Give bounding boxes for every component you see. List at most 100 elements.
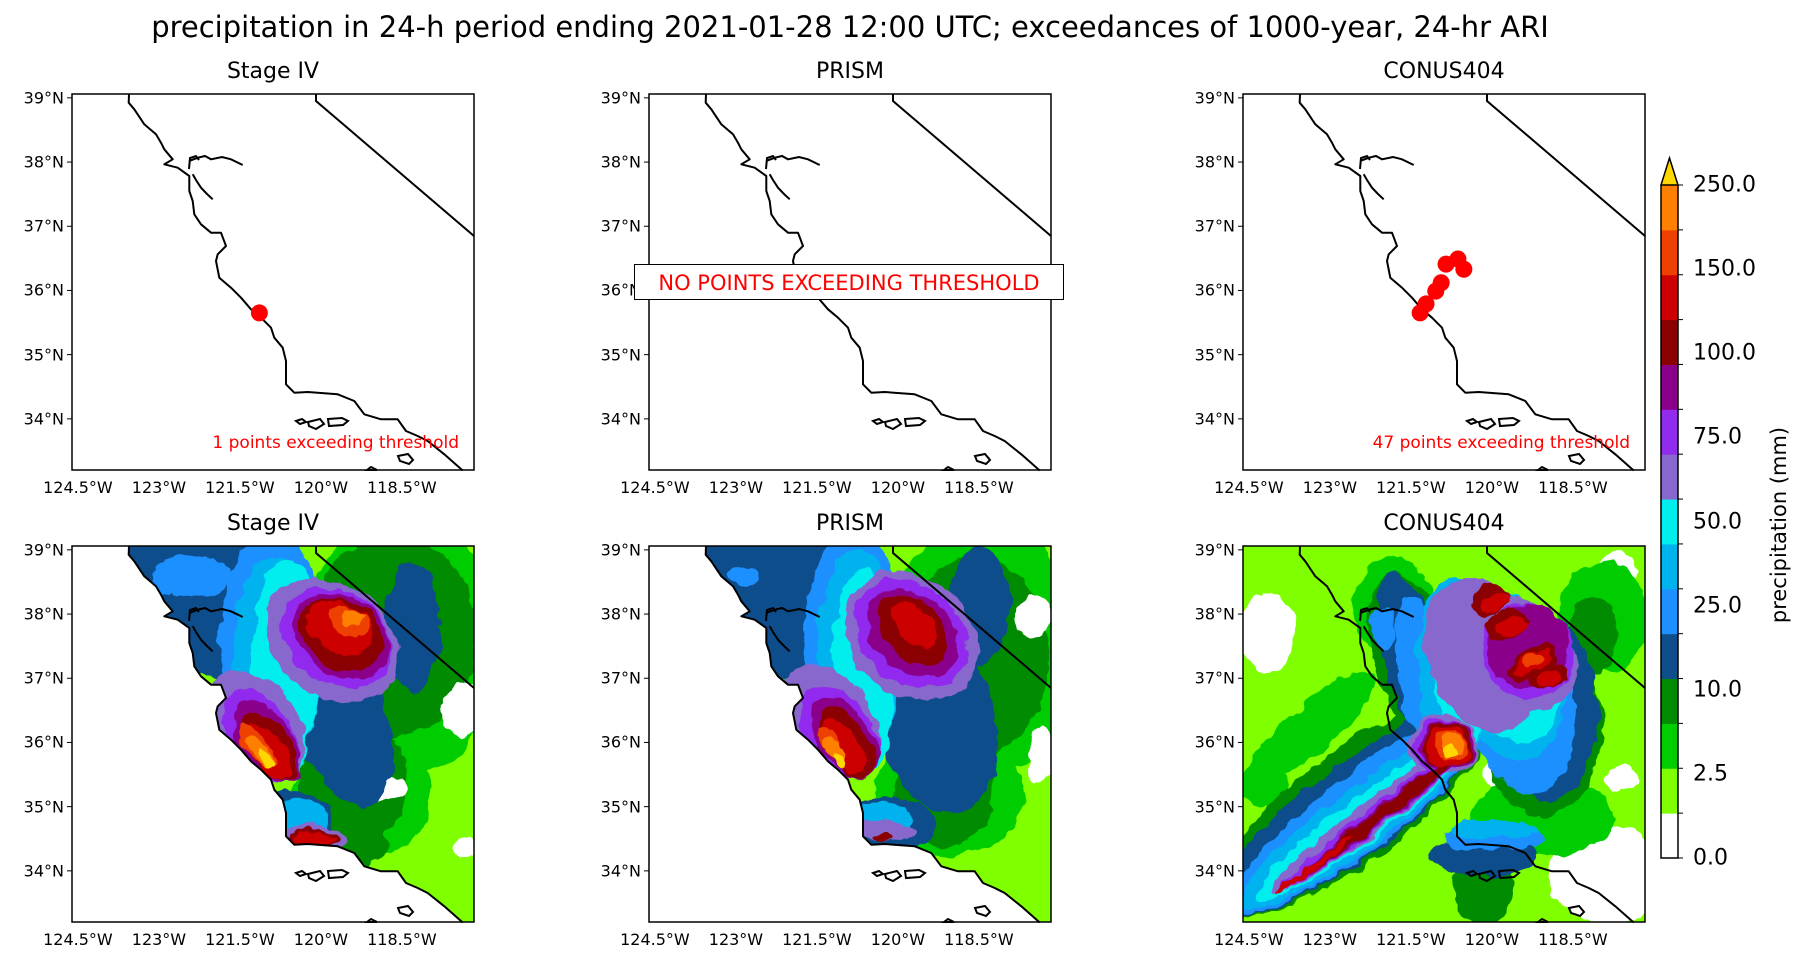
island-outline bbox=[870, 869, 886, 878]
lon-tick-label: 121.5°W bbox=[1376, 930, 1446, 949]
precip-contour bbox=[442, 683, 474, 739]
panel-title: CONUS404 bbox=[1383, 511, 1505, 536]
map-plot bbox=[644, 545, 1052, 924]
colorbar-segment bbox=[1661, 319, 1678, 365]
lat-tick-label: 36°N bbox=[23, 732, 64, 752]
precip-contour bbox=[1272, 835, 1354, 897]
lon-tick-label: 123°W bbox=[708, 930, 764, 949]
lat-tick-label: 34°N bbox=[23, 861, 64, 881]
precip-contour bbox=[1371, 606, 1395, 646]
lat-tick-label: 34°N bbox=[23, 409, 64, 429]
lon-tick-label: 124.5°W bbox=[43, 930, 113, 949]
island-outline bbox=[396, 452, 415, 466]
lat-tick-label: 37°N bbox=[23, 216, 64, 236]
precip-field bbox=[128, 546, 474, 923]
state-border bbox=[315, 94, 475, 237]
exceedance-point bbox=[1432, 274, 1450, 292]
island-outline bbox=[1477, 417, 1497, 431]
lat-tick-label: 37°N bbox=[600, 216, 641, 236]
lat-tick-label: 36°N bbox=[600, 280, 641, 300]
colorbar-tick-label: 10.0 bbox=[1693, 677, 1742, 703]
colorbar-segment bbox=[1661, 723, 1678, 769]
island-outline bbox=[293, 417, 309, 426]
panel-title: PRISM bbox=[816, 59, 884, 84]
precip-contour bbox=[257, 748, 273, 768]
lon-tick-label: 118.5°W bbox=[367, 930, 437, 949]
lat-tick-label: 36°N bbox=[600, 732, 641, 752]
lon-tick-label: 121.5°W bbox=[1376, 478, 1446, 497]
state-border bbox=[892, 546, 1052, 689]
bay-outline bbox=[1359, 606, 1415, 653]
island-outline bbox=[1567, 452, 1586, 466]
island-outline bbox=[396, 904, 415, 918]
lat-tick-label: 36°N bbox=[1194, 732, 1235, 752]
colorbar-segment bbox=[1661, 499, 1678, 545]
lon-tick-label: 121.5°W bbox=[205, 478, 275, 497]
lon-tick-label: 118.5°W bbox=[367, 478, 437, 497]
island-outline bbox=[1497, 416, 1521, 428]
precip-contour bbox=[1243, 593, 1295, 673]
colorbar-tick-label: 0.0 bbox=[1693, 845, 1728, 871]
precip-contour bbox=[1478, 593, 1508, 613]
lat-tick-label: 36°N bbox=[1194, 280, 1235, 300]
island-outline bbox=[326, 416, 350, 428]
island-outline bbox=[1497, 868, 1521, 880]
island-outline bbox=[973, 452, 992, 466]
colorbar-segment bbox=[1661, 409, 1678, 455]
axes-frame bbox=[1242, 545, 1646, 923]
lat-tick-label: 34°N bbox=[600, 861, 641, 881]
colorbar-scale bbox=[1659, 155, 1683, 859]
lon-tick-label: 120°W bbox=[870, 930, 926, 949]
island-outline bbox=[883, 869, 903, 883]
axes-frame bbox=[1242, 93, 1646, 471]
colorbar-segment bbox=[1661, 813, 1678, 859]
exceedance-count-label: 1 points exceeding threshold bbox=[212, 433, 459, 453]
no-points-label: NO POINTS EXCEEDING THRESHOLD bbox=[634, 264, 1064, 300]
bay-outline bbox=[765, 606, 821, 653]
lon-tick-label: 118.5°W bbox=[1538, 930, 1608, 949]
island-outline bbox=[870, 417, 886, 426]
bay-outline bbox=[1359, 154, 1415, 201]
colorbar-segment bbox=[1661, 633, 1678, 680]
colorbar-segment bbox=[1661, 454, 1678, 500]
lat-tick-label: 35°N bbox=[1194, 345, 1235, 365]
lat-tick-label: 38°N bbox=[1194, 152, 1235, 172]
lat-tick-label: 37°N bbox=[23, 668, 64, 688]
exceedance-point bbox=[1417, 295, 1435, 313]
colorbar-segment bbox=[1661, 274, 1678, 321]
precip-map-conus: CONUS404 39°N 38°N 37°N 36°N 35°N 34°N 124.5°W 1… bbox=[1195, 511, 1646, 949]
state-border bbox=[1486, 546, 1646, 689]
island-outline bbox=[1567, 904, 1586, 918]
state-border bbox=[892, 94, 1052, 237]
axes-frame bbox=[71, 545, 475, 923]
exceedance-point bbox=[250, 304, 268, 322]
island-outline bbox=[1464, 417, 1480, 426]
axes-frame bbox=[648, 545, 1052, 923]
exceedance-map-stage4: Stage IV 39°N 38°N 37°N 36°N 35°N 34°N 124.5°W 1… bbox=[24, 59, 475, 497]
lon-tick-label: 123°W bbox=[131, 478, 187, 497]
lon-tick-label: 120°W bbox=[293, 930, 349, 949]
island-outline bbox=[306, 417, 326, 431]
exceedance-point bbox=[1455, 260, 1473, 278]
lat-tick-label: 38°N bbox=[1194, 604, 1235, 624]
lat-tick-label: 39°N bbox=[600, 540, 641, 560]
lon-tick-label: 118.5°W bbox=[944, 478, 1014, 497]
lat-tick-label: 35°N bbox=[1194, 797, 1235, 817]
colorbar-segment bbox=[1661, 588, 1678, 635]
lon-tick-label: 120°W bbox=[1464, 930, 1520, 949]
lon-tick-label: 121.5°W bbox=[205, 930, 275, 949]
lon-tick-label: 120°W bbox=[870, 478, 926, 497]
island-outline bbox=[293, 869, 309, 878]
colorbar-frame bbox=[1660, 185, 1679, 859]
map-plot bbox=[67, 93, 475, 472]
colorbar-tick-label: 2.5 bbox=[1693, 761, 1728, 787]
precip-contour bbox=[1534, 668, 1562, 688]
colorbar-label: precipitation (mm) bbox=[1767, 426, 1791, 624]
colorbar-segment bbox=[1661, 543, 1678, 590]
bay-outline bbox=[188, 606, 244, 653]
precip-map-prism: PRISM 39°N 38°N 37°N 36°N 35°N 34°N 124.5°W 123°… bbox=[601, 511, 1052, 949]
precip-contour bbox=[1605, 766, 1641, 790]
precip-contour bbox=[1016, 594, 1051, 638]
lon-tick-label: 124.5°W bbox=[1214, 478, 1284, 497]
colorbar-segment bbox=[1661, 768, 1678, 814]
